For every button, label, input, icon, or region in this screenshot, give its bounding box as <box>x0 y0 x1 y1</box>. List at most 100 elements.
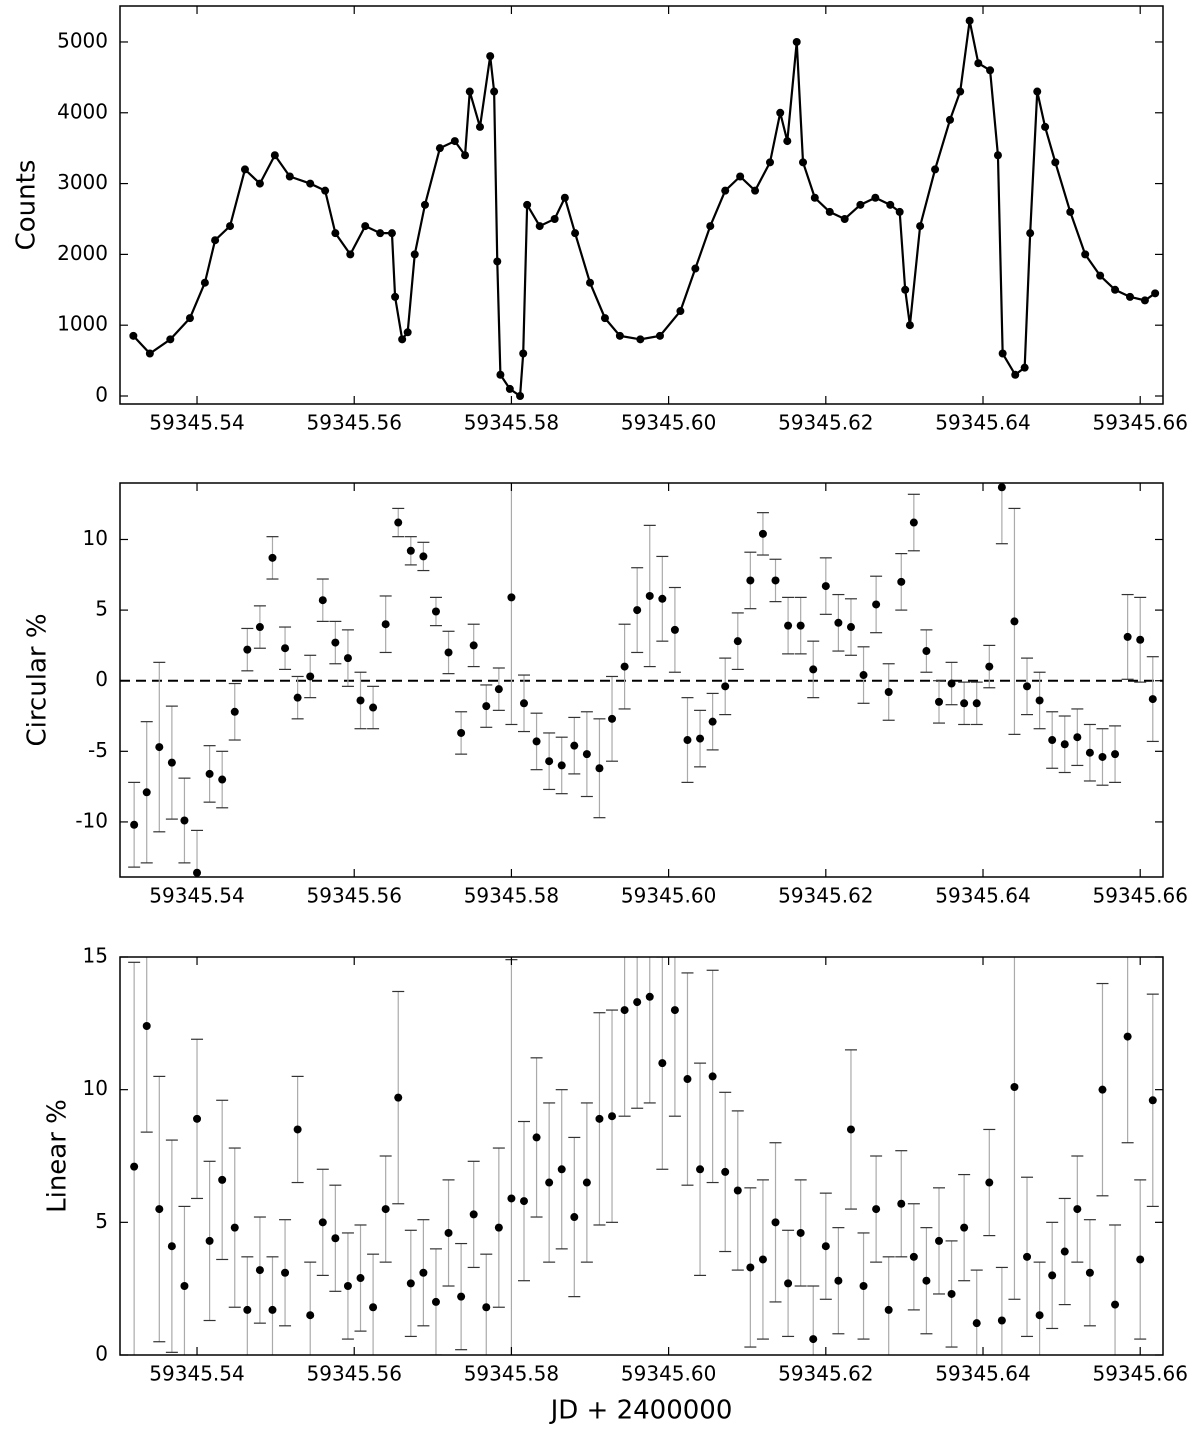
data-point <box>796 1228 805 1237</box>
data-point <box>523 200 532 209</box>
data-point <box>1035 696 1044 705</box>
data-point <box>600 314 609 323</box>
data-point <box>475 122 484 131</box>
data-point <box>226 222 235 231</box>
x-tick-label: 59345.58 <box>464 411 559 435</box>
data-point <box>129 331 138 340</box>
data-point <box>155 1205 164 1214</box>
data-point <box>1098 752 1107 761</box>
x-tick-label: 59345.60 <box>621 884 716 908</box>
y-tick-label: 10 <box>83 526 108 550</box>
data-point <box>205 1236 214 1245</box>
data-point <box>886 200 895 209</box>
data-point <box>965 16 974 25</box>
data-point <box>658 1059 667 1068</box>
data-point <box>1148 1096 1157 1105</box>
data-point <box>180 1282 189 1291</box>
data-point <box>1035 1311 1044 1320</box>
data-point <box>947 679 956 688</box>
data-point <box>856 200 865 209</box>
data-point <box>557 1165 566 1174</box>
data-point <box>901 285 910 294</box>
data-point <box>1081 250 1090 259</box>
data-point <box>469 641 478 650</box>
data-point <box>993 151 1002 160</box>
x-tick-label: 59345.60 <box>621 1362 716 1386</box>
data-point <box>683 1075 692 1084</box>
data-point <box>516 391 525 400</box>
x-tick-label: 59345.62 <box>778 411 873 435</box>
data-point <box>1011 370 1020 379</box>
data-point <box>1073 1205 1082 1214</box>
data-point <box>1066 207 1075 216</box>
data-point <box>469 1210 478 1219</box>
data-point <box>1033 87 1042 96</box>
x-tick-label: 59345.64 <box>935 1362 1030 1386</box>
data-point <box>809 1335 818 1344</box>
y-axis-label: Circular % <box>23 613 53 746</box>
x-axis-label: JD + 2400000 <box>549 1396 733 1426</box>
data-point <box>683 736 692 745</box>
data-point <box>746 1263 755 1272</box>
data-point <box>321 186 330 195</box>
data-point <box>457 1292 466 1301</box>
data-point <box>535 222 544 231</box>
data-point <box>369 1303 378 1312</box>
data-point <box>758 529 767 538</box>
data-point <box>450 137 459 146</box>
x-tick-label: 59345.54 <box>149 411 244 435</box>
data-point <box>1125 292 1134 301</box>
data-point <box>1048 736 1057 745</box>
data-point <box>570 741 579 750</box>
data-point <box>733 637 742 646</box>
data-point <box>1096 271 1105 280</box>
data-point <box>230 707 239 716</box>
data-point <box>268 553 277 562</box>
data-point <box>905 321 914 330</box>
data-point <box>784 621 793 630</box>
data-point <box>960 1223 969 1232</box>
data-point <box>776 108 785 117</box>
data-point <box>985 1178 994 1187</box>
data-point <box>608 1112 617 1121</box>
data-point <box>595 764 604 773</box>
data-point <box>909 1252 918 1261</box>
data-point <box>293 1125 302 1134</box>
data-point <box>406 1279 415 1288</box>
plot-frame <box>119 5 1164 405</box>
x-tick-label: 59345.56 <box>307 411 402 435</box>
data-point <box>142 788 151 797</box>
data-point <box>444 1228 453 1237</box>
data-point <box>670 1006 679 1015</box>
data-point <box>934 697 943 706</box>
data-point <box>670 625 679 634</box>
data-point <box>586 278 595 287</box>
data-point <box>167 758 176 767</box>
data-point <box>457 728 466 737</box>
y-tick-label: -5 <box>88 738 108 762</box>
data-point <box>356 1274 365 1283</box>
data-point <box>945 115 954 124</box>
x-tick-label: 59345.56 <box>307 1362 402 1386</box>
y-tick-label: 0 <box>95 667 108 691</box>
data-point <box>676 307 685 316</box>
data-point <box>255 623 264 632</box>
x-tick-label: 59345.54 <box>149 884 244 908</box>
data-point <box>655 331 664 340</box>
x-tick-label: 59345.66 <box>1092 411 1187 435</box>
data-point <box>387 229 396 238</box>
data-point <box>792 37 801 46</box>
data-point <box>398 335 407 344</box>
data-point <box>318 596 327 605</box>
x-tick-label: 59345.62 <box>778 884 873 908</box>
data-point <box>240 165 249 174</box>
data-point <box>130 1162 139 1171</box>
data-point <box>733 1186 742 1195</box>
data-point <box>846 1125 855 1134</box>
data-point <box>431 607 440 616</box>
data-point <box>435 144 444 153</box>
data-point <box>633 606 642 615</box>
data-point <box>218 775 227 784</box>
y-tick-label: 4000 <box>57 99 108 123</box>
data-point <box>145 349 154 358</box>
